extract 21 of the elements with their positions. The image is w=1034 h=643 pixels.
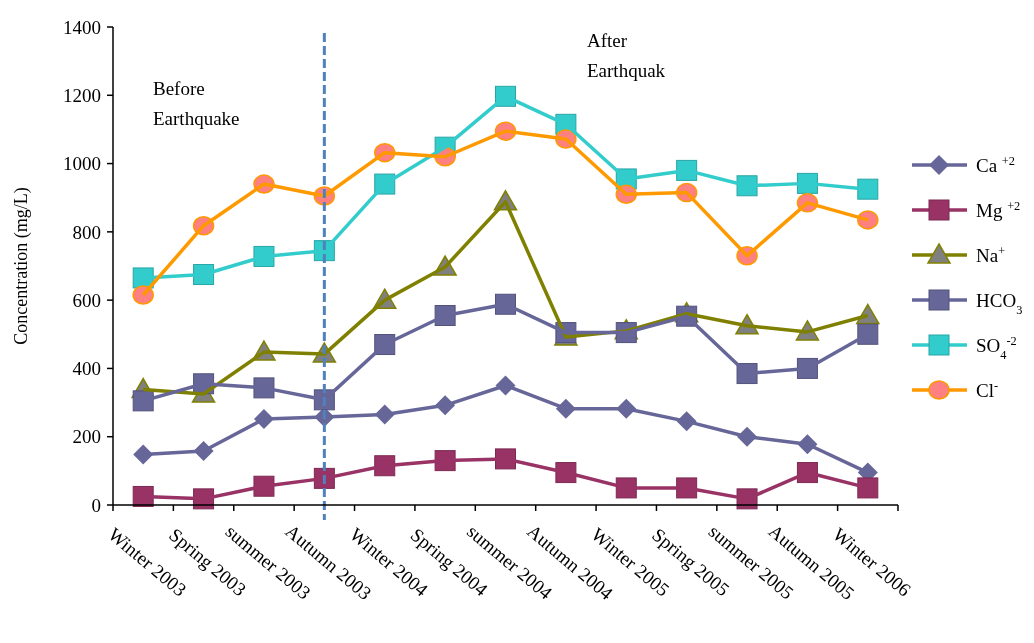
y-tick-label: 800 <box>72 221 101 243</box>
point <box>132 390 154 412</box>
legend-label: Cl$^{-}$ <box>976 378 999 401</box>
legend-label: HCO$_{3}$ <box>976 289 1023 317</box>
y-tick-label: 1200 <box>63 84 101 106</box>
point <box>857 323 879 345</box>
y-tick-label: 400 <box>72 358 101 380</box>
point <box>253 377 275 399</box>
point <box>857 178 879 200</box>
legend-label: Ca $^{+2}$ <box>976 153 1015 176</box>
y-tick-label: 0 <box>91 494 101 516</box>
legend-label: Mg $^{+2}$ <box>976 198 1021 221</box>
y-tick-label: 1000 <box>63 153 101 175</box>
y-tick-label: 1400 <box>63 16 101 38</box>
point <box>857 477 879 499</box>
y-tick-label: 200 <box>72 426 101 448</box>
y-tick-label: 600 <box>72 289 101 311</box>
annotation: After Earthquak <box>587 30 666 81</box>
y-axis-title: Concentration (mg/L) <box>11 187 32 345</box>
legend-label: Na$^{+}$ <box>976 243 1006 266</box>
annotation: Before Earthquake <box>153 78 240 129</box>
